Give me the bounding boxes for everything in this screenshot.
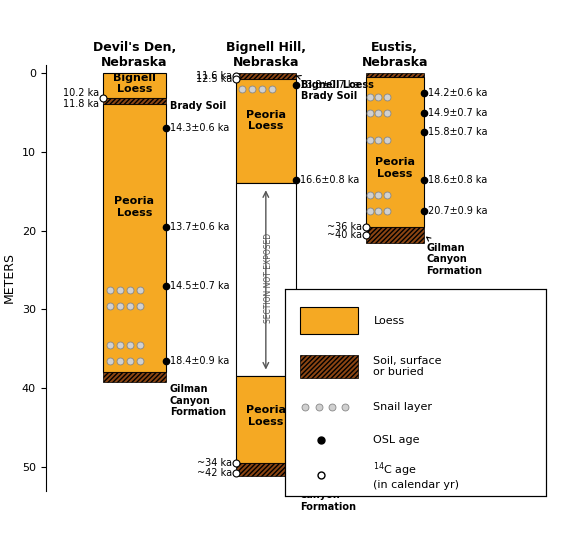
- Text: Peoria
Loess: Peoria Loess: [246, 110, 286, 131]
- Text: 14.2±0.6 ka: 14.2±0.6 ka: [427, 88, 487, 98]
- Text: 20.7±0.9 ka: 20.7±0.9 ka: [427, 206, 487, 216]
- Bar: [300, 307, 358, 335]
- Text: 13.7±0.6 ka: 13.7±0.6 ka: [170, 222, 229, 232]
- Text: 13.8±0.7 ka: 13.8±0.7 ka: [300, 80, 359, 90]
- Text: Gilman
Canyon
Formation: Gilman Canyon Formation: [426, 237, 482, 276]
- Text: ~40 ka: ~40 ka: [327, 229, 362, 240]
- Text: 15.8±0.7 ka: 15.8±0.7 ka: [427, 128, 487, 137]
- Text: Gilman
Canyon
Formation: Gilman Canyon Formation: [170, 384, 226, 417]
- Bar: [366, 227, 423, 243]
- Text: 14.3±0.6 ka: 14.3±0.6 ka: [170, 123, 229, 134]
- Text: Brady Soil: Brady Soil: [170, 101, 226, 111]
- Text: Soil, surface
or buried: Soil, surface or buried: [373, 356, 442, 377]
- Text: 12.5 ka: 12.5 ka: [196, 74, 232, 84]
- Text: 14.9±0.7 ka: 14.9±0.7 ka: [427, 107, 487, 118]
- Bar: [103, 73, 166, 99]
- Text: 18.6±0.8 ka: 18.6±0.8 ka: [427, 174, 487, 185]
- Text: Peoria
Loess: Peoria Loess: [375, 157, 415, 179]
- Text: Peoria
Loess: Peoria Loess: [114, 196, 154, 218]
- Bar: [300, 355, 358, 378]
- Bar: [366, 77, 423, 227]
- Text: 18.4±0.9 ka: 18.4±0.9 ka: [170, 355, 229, 366]
- Text: Gilman
Canyon
Formation: Gilman Canyon Formation: [300, 479, 356, 512]
- Bar: [103, 372, 166, 382]
- Bar: [103, 104, 166, 372]
- Text: 10.2 ka
11.8 ka: 10.2 ka 11.8 ka: [63, 88, 99, 109]
- Text: 14.5±0.7 ka: 14.5±0.7 ka: [170, 281, 229, 291]
- Bar: [236, 377, 296, 463]
- Text: Bignell Loess
Brady Soil: Bignell Loess Brady Soil: [296, 76, 374, 101]
- Text: SECTION NOT EXPOSED: SECTION NOT EXPOSED: [264, 233, 273, 323]
- Text: Snail layer: Snail layer: [373, 402, 432, 412]
- Bar: [236, 73, 296, 79]
- Text: ~42 ka: ~42 ka: [197, 468, 232, 478]
- Text: Peoria
Loess: Peoria Loess: [246, 405, 286, 427]
- Text: Loess: Loess: [373, 316, 405, 326]
- Text: 18.9±0.9 ka: 18.9±0.9 ka: [300, 376, 359, 385]
- Y-axis label: METERS: METERS: [3, 252, 16, 304]
- Text: 11.6 ka: 11.6 ka: [196, 71, 232, 81]
- Text: Devil's Den,
Nebraska: Devil's Den, Nebraska: [93, 41, 176, 69]
- Text: 25±1 ka: 25±1 ka: [300, 458, 341, 468]
- Text: OSL age: OSL age: [373, 435, 420, 445]
- Text: ~34 ka: ~34 ka: [197, 458, 232, 468]
- Text: ~36 ka: ~36 ka: [327, 222, 362, 232]
- Bar: [236, 463, 296, 476]
- Bar: [103, 99, 166, 104]
- Bar: [366, 73, 423, 77]
- Text: 16.6±0.8 ka: 16.6±0.8 ka: [300, 174, 359, 185]
- Text: Eustis,
Nebraska: Eustis, Nebraska: [361, 41, 428, 69]
- Bar: [236, 184, 296, 377]
- Text: Bignell Hill,
Nebraska: Bignell Hill, Nebraska: [226, 41, 306, 69]
- Bar: [236, 79, 296, 184]
- Text: Bignell
Loess: Bignell Loess: [113, 72, 156, 94]
- Text: $^{14}$C age
(in calendar yr): $^{14}$C age (in calendar yr): [373, 460, 460, 490]
